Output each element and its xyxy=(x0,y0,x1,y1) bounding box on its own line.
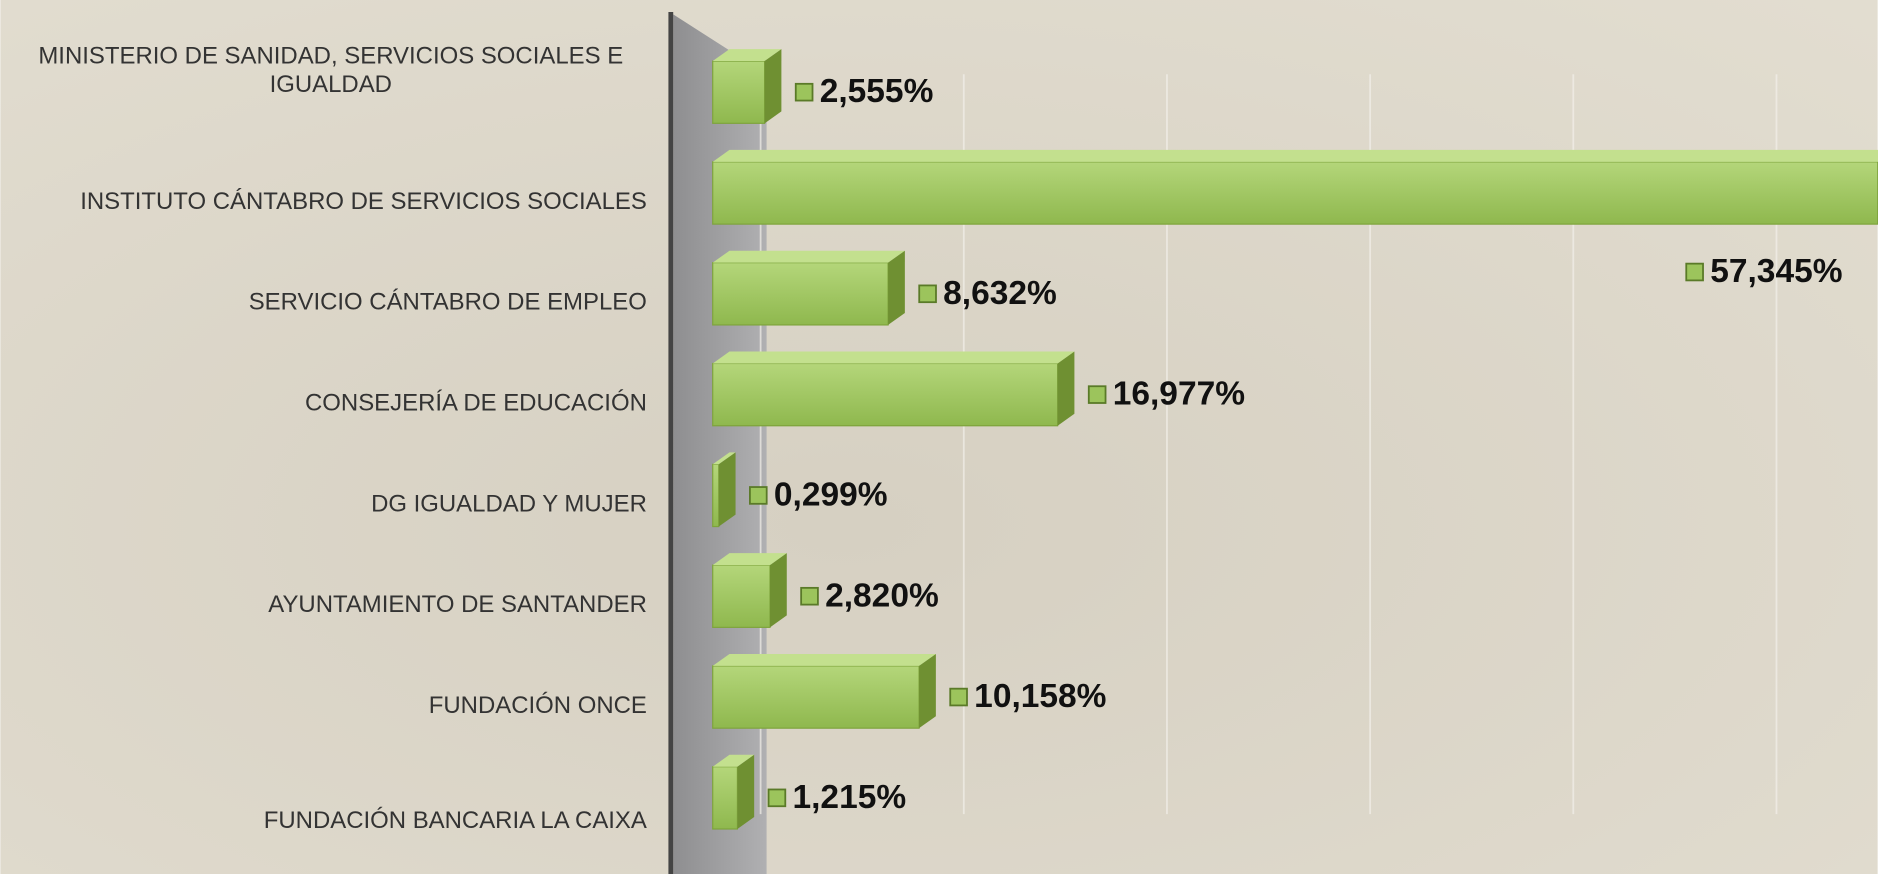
category-label: INSTITUTO CÁNTABRO DE SERVICIOS SOCIALES xyxy=(80,188,647,215)
bar xyxy=(712,564,771,628)
axis-wall xyxy=(673,14,767,874)
bar-top xyxy=(712,49,782,62)
legend-key xyxy=(800,586,819,606)
legend-key xyxy=(918,284,937,304)
bar-top xyxy=(712,754,755,767)
legend-key xyxy=(767,788,787,808)
bar xyxy=(712,463,720,528)
bar xyxy=(712,665,920,729)
bar-side xyxy=(737,754,755,829)
category-label: FUNDACIÓN BANCARIA LA CAIXA xyxy=(264,807,647,834)
bar-top xyxy=(712,149,1878,162)
bar-top xyxy=(712,452,736,465)
bar-side xyxy=(1057,351,1075,426)
bar xyxy=(712,60,766,124)
value-label: 8,632% xyxy=(943,275,1057,312)
bar xyxy=(712,262,889,326)
value-label: 57,345% xyxy=(1710,253,1842,290)
bar-top xyxy=(712,250,905,263)
category-label: AYUNTAMIENTO DE SANTANDER xyxy=(268,591,647,618)
legend-key xyxy=(794,82,814,102)
bar-side xyxy=(770,553,787,628)
bar-top xyxy=(712,553,787,566)
legend-key xyxy=(1087,385,1107,404)
bar-side xyxy=(919,653,936,729)
value-label: 1,215% xyxy=(792,779,906,816)
bar-side xyxy=(718,452,736,527)
bar-side xyxy=(888,250,905,325)
category-label: MINISTERIO DE SANIDAD, SERVICIOS SOCIALE… xyxy=(38,43,623,99)
legend-key xyxy=(749,486,768,505)
category-label: DG IGUALDAD Y MUJER xyxy=(371,490,647,517)
category-label: CONSEJERÍA DE EDUCACIÓN xyxy=(305,390,647,417)
legend-key xyxy=(1685,262,1704,282)
category-label: SERVICIO CÁNTABRO DE EMPLEO xyxy=(249,289,647,316)
value-label: 2,555% xyxy=(820,73,934,110)
bar-top xyxy=(712,351,1075,364)
bar-top xyxy=(712,653,936,666)
category-label: FUNDACIÓN ONCE xyxy=(429,692,647,719)
value-label: 0,299% xyxy=(774,476,888,513)
bar xyxy=(712,362,1059,427)
value-label: 2,820% xyxy=(825,577,939,614)
bar xyxy=(712,161,1878,225)
bar xyxy=(712,766,739,830)
bar-side xyxy=(764,49,782,124)
value-label: 10,158% xyxy=(974,678,1106,715)
legend-key xyxy=(949,687,968,707)
value-label: 16,977% xyxy=(1113,376,1245,413)
